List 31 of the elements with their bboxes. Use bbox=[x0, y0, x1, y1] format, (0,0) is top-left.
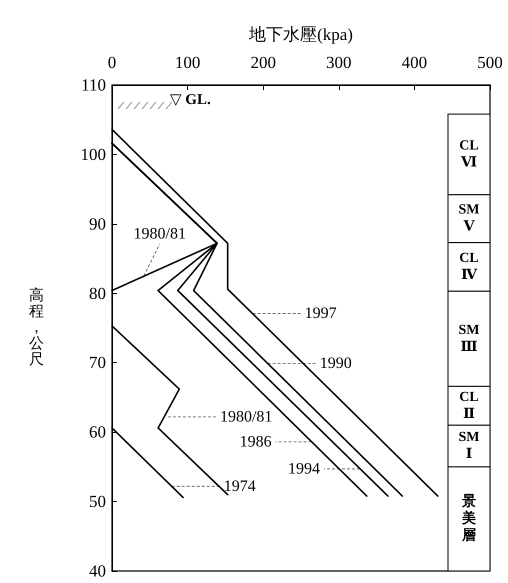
annotation: 1994 bbox=[288, 460, 320, 478]
y-tick-label: 50 bbox=[89, 492, 106, 512]
y-tick-label: 40 bbox=[89, 562, 106, 580]
x-tick-label: 300 bbox=[326, 53, 352, 72]
x-tick-label: 0 bbox=[108, 53, 116, 72]
band-label: SM Ⅴ bbox=[458, 202, 480, 235]
band-label: CL Ⅵ bbox=[459, 138, 479, 170]
y-tick-label: 90 bbox=[89, 214, 106, 234]
annotation: 1980/81 bbox=[220, 408, 272, 426]
y-tick-label: 70 bbox=[89, 353, 106, 372]
y-tick-label: 80 bbox=[89, 284, 106, 303]
annotation: 1986 bbox=[240, 433, 272, 450]
y-tick-label: 110 bbox=[81, 76, 106, 94]
band-label: CL Ⅱ bbox=[459, 390, 479, 422]
annotation: 1980/81 bbox=[134, 225, 186, 242]
y-axis-title: 高程，公尺 bbox=[29, 287, 44, 368]
band-label: SM Ⅰ bbox=[458, 430, 480, 462]
x-tick-label: 400 bbox=[402, 53, 428, 72]
band-label: SM Ⅲ bbox=[458, 322, 480, 355]
x-axis-title: 地下水壓(kpa) bbox=[248, 25, 353, 44]
y-tick-label: 60 bbox=[89, 422, 106, 442]
y-tick-label: 100 bbox=[80, 144, 106, 164]
annotation: 1974 bbox=[224, 478, 256, 495]
annotation: 1990 bbox=[320, 354, 352, 372]
x-tick-label: 500 bbox=[477, 53, 503, 72]
annotation: 1997 bbox=[304, 304, 337, 322]
annotation: ▽ GL. bbox=[170, 92, 211, 108]
x-tick-label: 100 bbox=[174, 53, 200, 72]
band-label: 景美層 bbox=[461, 493, 476, 544]
band-label: CL Ⅳ bbox=[459, 250, 479, 283]
x-tick-label: 200 bbox=[250, 53, 276, 72]
